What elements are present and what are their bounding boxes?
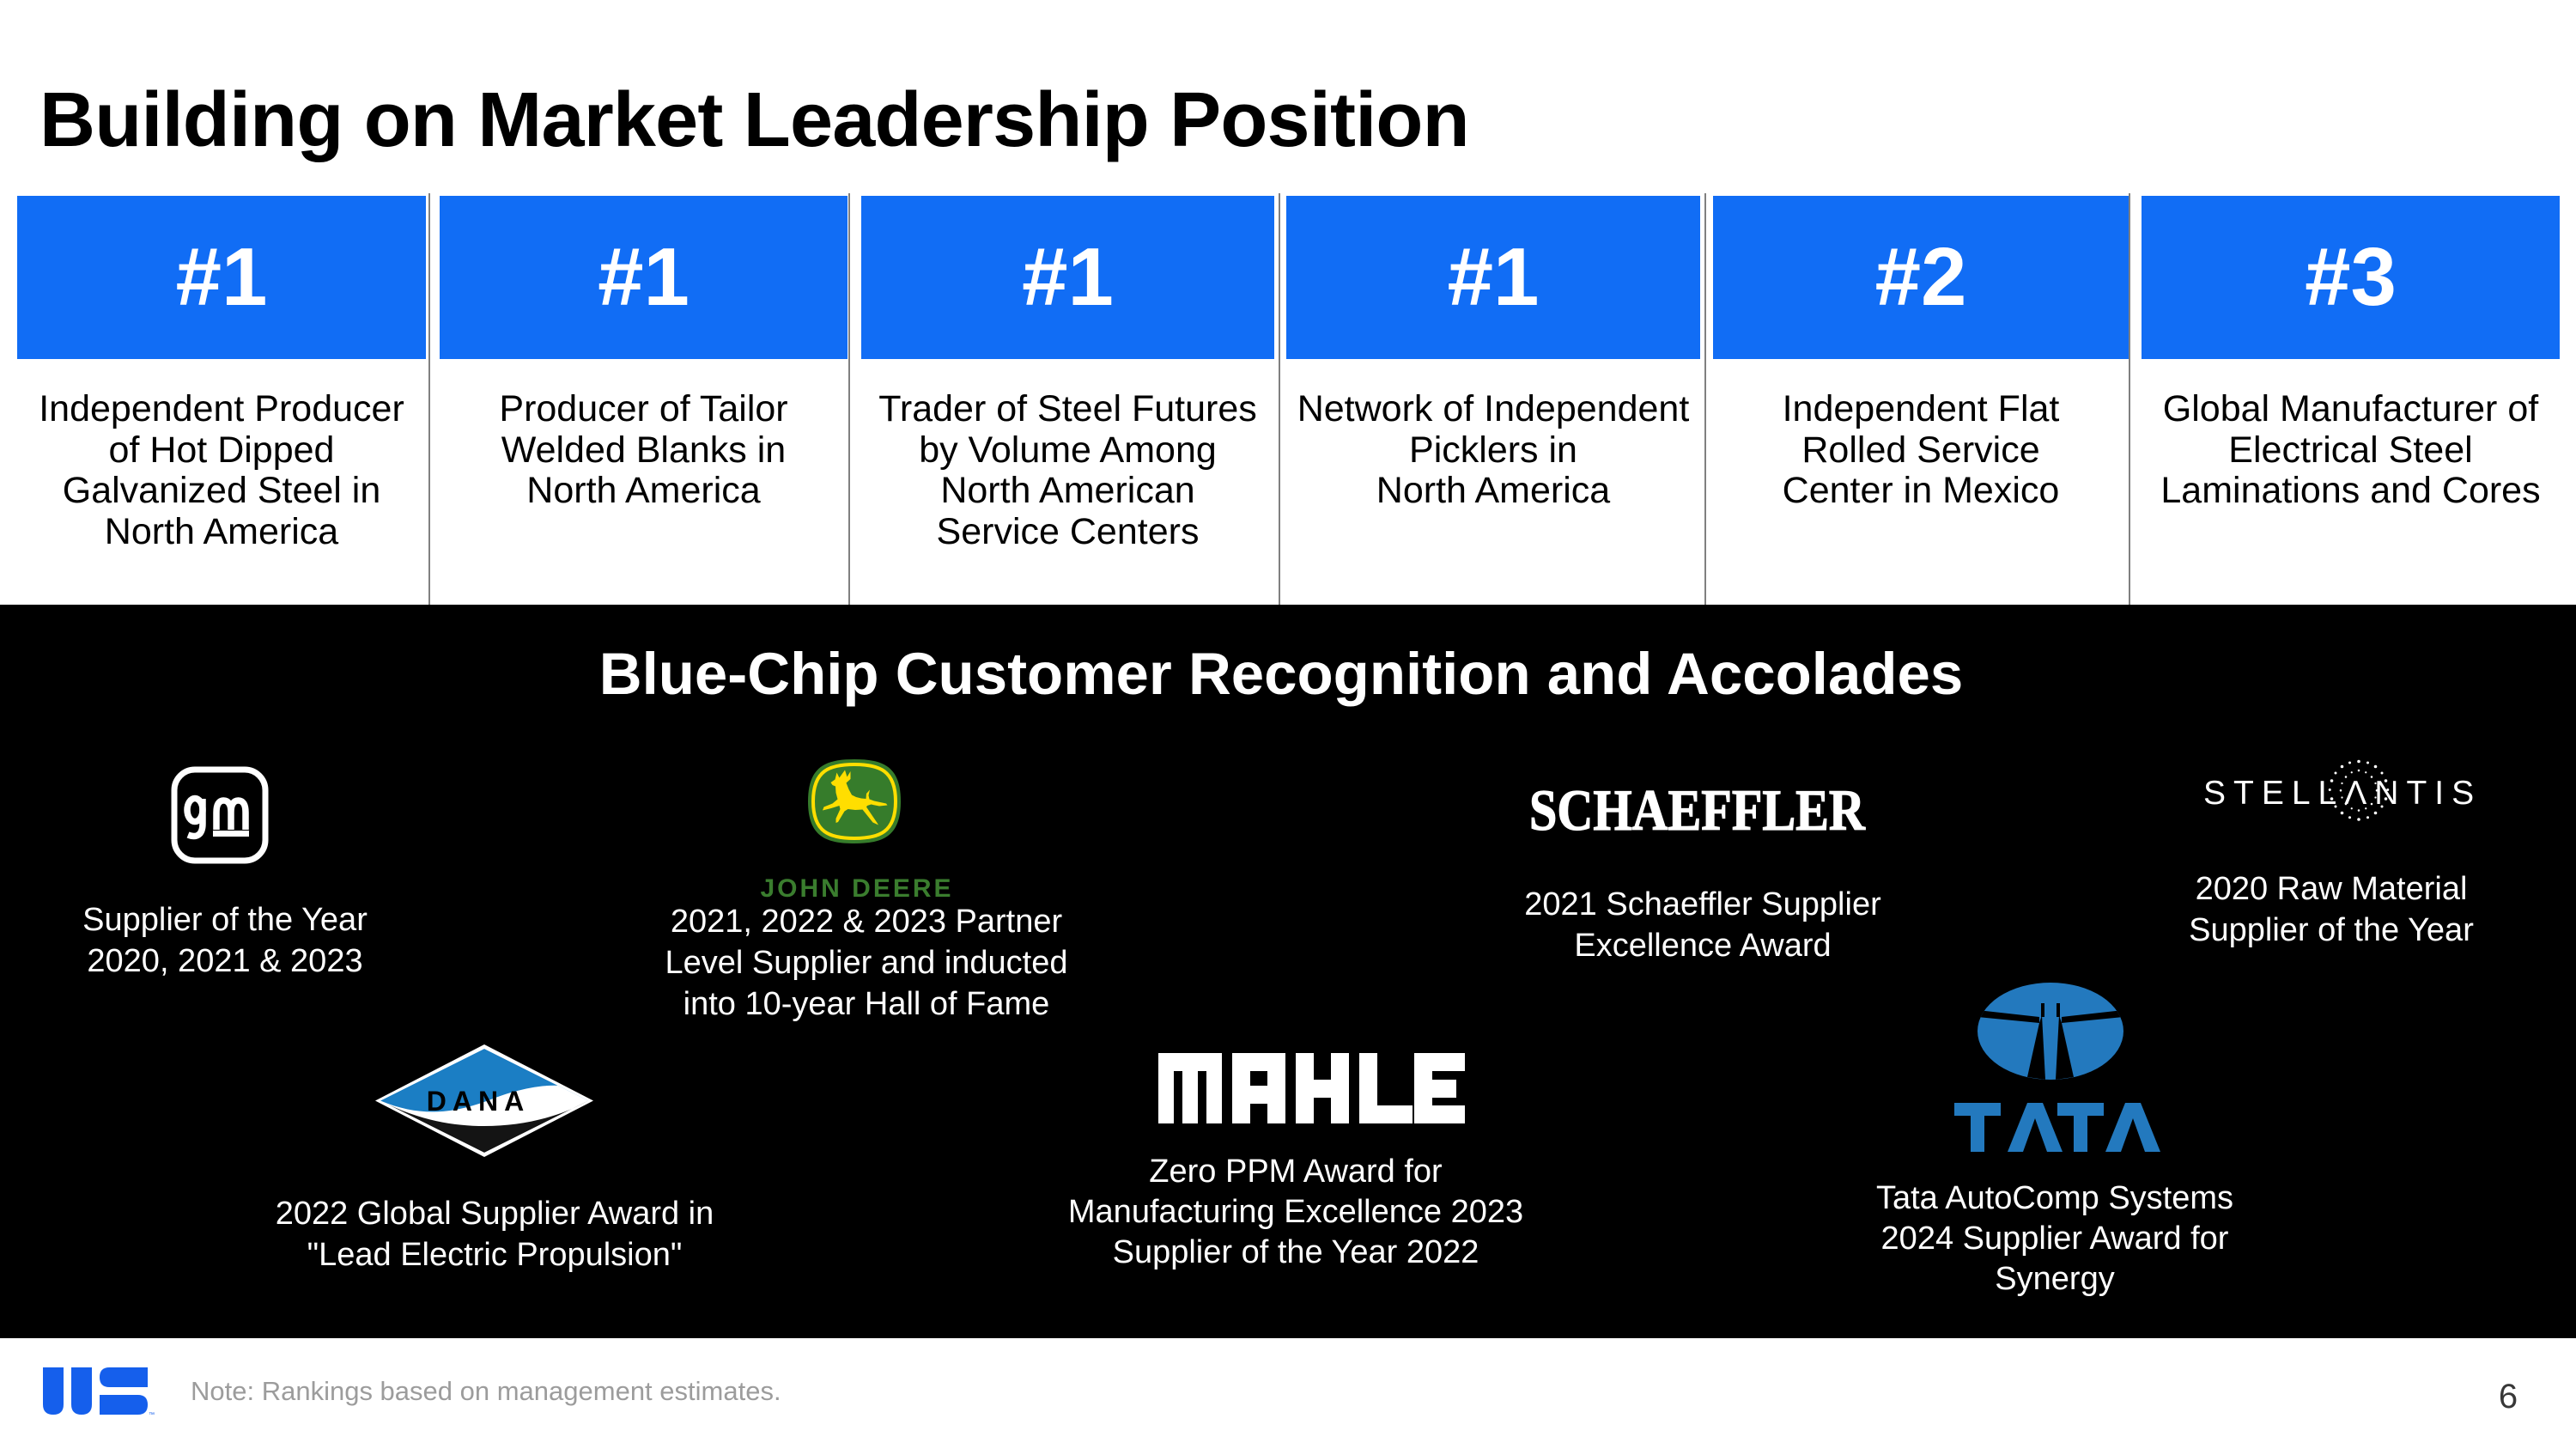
svg-text:DANA: DANA xyxy=(427,1086,530,1117)
svg-text:™: ™ xyxy=(149,1412,155,1418)
